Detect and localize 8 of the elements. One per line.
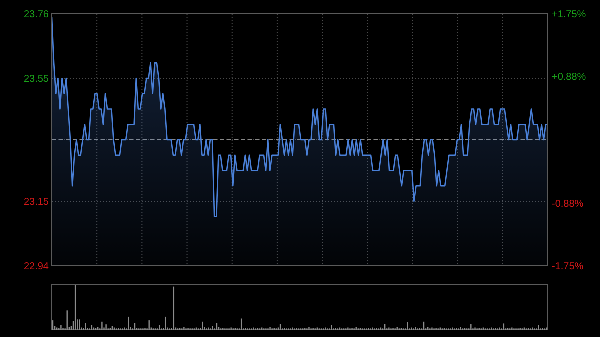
y-tick-label: 23.76: [24, 10, 50, 20]
y2-tick-label: +1.75%: [552, 10, 586, 20]
y-tick-label: 22.94: [24, 262, 50, 272]
y-tick-label: 23.15: [24, 196, 50, 208]
y2-tick-label: +0.88%: [552, 72, 586, 84]
y2-tick-label: -1.75%: [552, 262, 584, 272]
y2-tick-label: -0.88%: [552, 198, 584, 210]
y-tick-label: 23.55: [24, 74, 50, 86]
